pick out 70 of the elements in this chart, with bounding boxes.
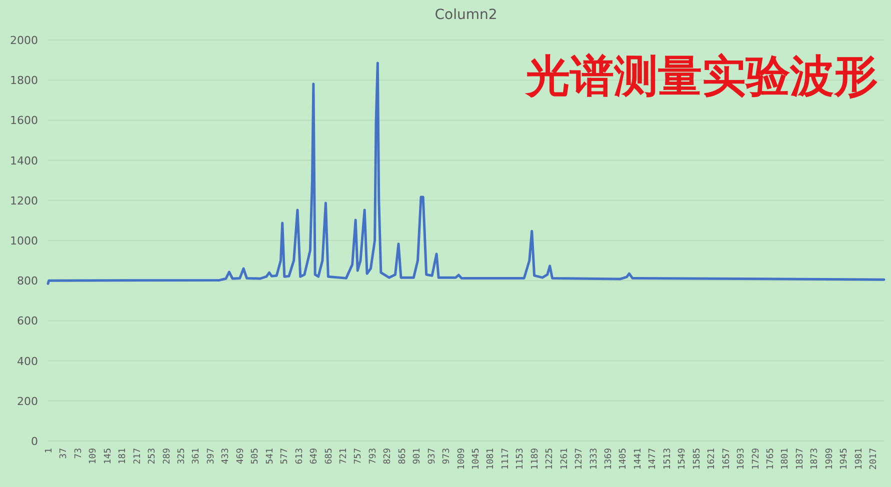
x-tick-label: 973: [442, 448, 452, 464]
x-tick-label: 1945: [840, 448, 850, 470]
x-tick-label: 829: [383, 448, 394, 464]
x-tick-label: 1153: [516, 448, 526, 470]
y-tick-label: 600: [17, 314, 38, 328]
x-tick-label: 1369: [604, 448, 614, 470]
x-tick-label: 901: [412, 448, 423, 464]
x-tick-label: 397: [206, 448, 216, 464]
y-tick-label: 2000: [10, 34, 38, 47]
x-tick-label: 1621: [707, 448, 718, 470]
x-tick-label: 1585: [692, 448, 702, 470]
y-tick-label: 1800: [10, 74, 38, 88]
x-tick-label: 1801: [780, 448, 791, 470]
x-tick-label: 1297: [574, 448, 585, 470]
x-tick-label: 217: [132, 448, 143, 464]
x-tick-label: 73: [74, 448, 84, 459]
x-tick-label: 433: [221, 448, 232, 464]
x-tick-label: 577: [280, 448, 290, 464]
x-tick-label: 1765: [766, 448, 776, 470]
x-tick-label: 649: [310, 448, 320, 464]
annotation: 光谱测量实验波形: [524, 51, 878, 102]
x-tick-label: 865: [398, 448, 408, 464]
x-tick-label: 289: [162, 448, 172, 464]
y-tick-label: 200: [17, 394, 38, 408]
x-tick-label: 757: [354, 448, 364, 464]
y-tick-label: 400: [17, 354, 38, 368]
x-tick-label: 253: [148, 448, 158, 464]
x-tick-label: 181: [118, 448, 128, 464]
x-tick-label: 469: [236, 448, 246, 464]
x-tick-label: 361: [192, 448, 202, 464]
x-tick-label: 1081: [486, 448, 496, 470]
x-tick-label: 1729: [751, 448, 762, 470]
chart-title: Column2: [434, 7, 498, 23]
x-tick-label: 685: [324, 448, 334, 464]
x-tick-label: 1333: [589, 448, 600, 470]
x-tick-label: 1189: [530, 448, 540, 470]
x-tick-label: 937: [427, 448, 438, 464]
x-tick-label: 793: [368, 448, 378, 464]
x-tick-label: 1: [44, 448, 54, 454]
y-tick-label: 1200: [10, 194, 38, 208]
x-tick-label: 1045: [472, 448, 482, 470]
y-tick-label: 1600: [10, 114, 38, 128]
x-tick-label: 37: [59, 448, 70, 459]
x-tick-label: 1549: [678, 448, 688, 470]
y-tick-label: 0: [31, 435, 38, 448]
x-tick-label: 325: [177, 448, 188, 464]
x-tick-label: 1513: [662, 448, 673, 470]
x-tick-label: 1981: [854, 448, 864, 470]
y-tick-label: 1400: [10, 154, 38, 168]
x-tick-label: 613: [294, 448, 305, 464]
y-tick-label: 1000: [10, 234, 38, 248]
x-tick-label: 2017: [869, 448, 880, 470]
x-tick-label: 541: [265, 448, 276, 464]
x-tick-label: 1693: [736, 448, 747, 470]
x-tick-label: 1909: [824, 448, 835, 470]
x-tick-label: 1873: [810, 448, 820, 470]
x-tick-label: 1837: [795, 448, 806, 470]
x-tick-label: 109: [88, 448, 99, 464]
x-tick-label: 505: [250, 448, 261, 464]
x-tick-label: 1405: [618, 448, 629, 470]
x-tick-label: 1261: [560, 448, 570, 470]
x-tick-label: 1657: [722, 448, 732, 470]
x-tick-label: 721: [338, 448, 349, 464]
x-tick-label: 1009: [456, 448, 467, 470]
x-tick-label: 1477: [648, 448, 658, 470]
x-tick-label: 1117: [500, 448, 511, 470]
y-tick-label: 800: [17, 274, 38, 288]
x-tick-label: 145: [103, 448, 114, 464]
x-tick-label: 1441: [633, 448, 644, 470]
x-tick-label: 1225: [545, 448, 556, 470]
